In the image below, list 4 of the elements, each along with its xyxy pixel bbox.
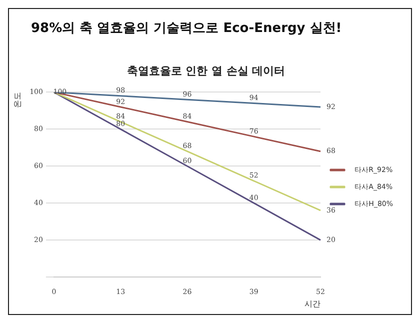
y-axis-title: 온도 — [13, 92, 22, 108]
chart-subtitle: 축열효율로 인한 열 손실 데이터 — [126, 64, 286, 78]
chart-title: 98%의 축 열효율의 기술력으로 Eco-Energy 실천! — [30, 20, 343, 38]
x-axis-title: 시간 — [304, 299, 320, 308]
